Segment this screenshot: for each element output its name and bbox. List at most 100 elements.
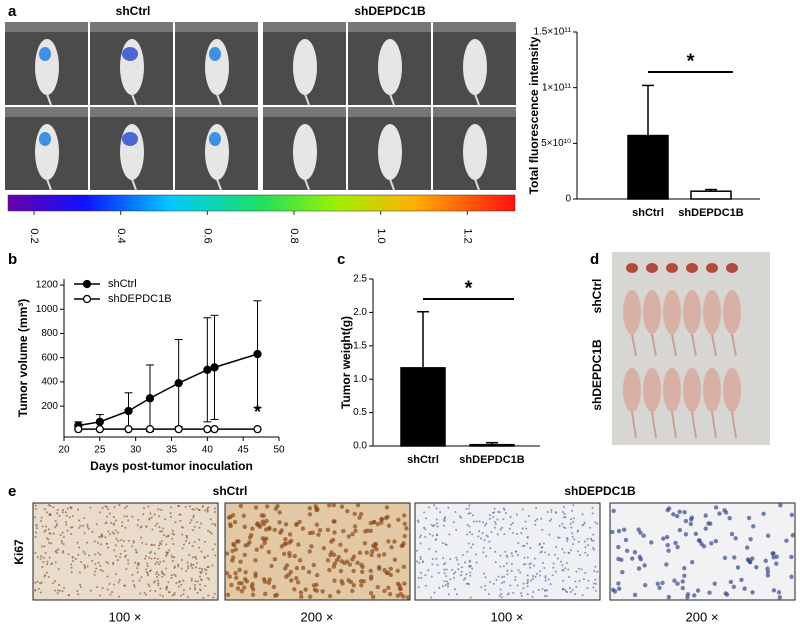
cell <box>43 530 46 533</box>
cell <box>338 542 343 547</box>
cell <box>79 583 82 586</box>
cell <box>332 519 337 524</box>
mouse <box>623 368 641 412</box>
cell <box>157 557 160 560</box>
cell <box>161 595 164 598</box>
cell <box>481 521 484 524</box>
cell <box>34 535 37 538</box>
cell <box>113 549 116 552</box>
cell <box>539 574 542 577</box>
signal <box>39 47 51 61</box>
cell <box>157 547 160 550</box>
cell <box>54 526 57 529</box>
cell <box>565 590 568 593</box>
cell <box>107 546 110 549</box>
cell <box>86 541 89 544</box>
cell <box>118 504 121 507</box>
cell <box>61 511 64 514</box>
cell <box>207 565 210 568</box>
photo-strip <box>175 22 258 32</box>
mouse <box>463 124 487 180</box>
cell <box>67 594 70 597</box>
cell <box>525 527 528 530</box>
cell <box>443 568 446 571</box>
y-tick-label: 800 <box>41 328 58 339</box>
cell <box>401 564 407 569</box>
cell <box>95 567 98 570</box>
cell <box>36 580 39 583</box>
cell <box>56 508 59 511</box>
cell <box>641 533 646 538</box>
cell <box>61 590 64 593</box>
cell <box>746 558 751 563</box>
cell <box>353 528 358 534</box>
cell <box>496 533 499 536</box>
cell <box>45 571 48 574</box>
cell <box>435 522 438 525</box>
cell <box>321 545 327 551</box>
cell <box>206 554 209 557</box>
cell <box>39 557 42 560</box>
cell <box>502 565 505 568</box>
cell <box>790 533 796 538</box>
cell <box>154 562 157 565</box>
cell <box>474 553 477 556</box>
cell <box>301 565 306 571</box>
cell <box>468 531 471 534</box>
cell <box>362 541 368 546</box>
cell <box>695 588 701 593</box>
cell <box>62 535 65 538</box>
cell <box>765 566 770 571</box>
cell <box>192 563 195 566</box>
cell <box>424 584 427 587</box>
y-tick-label: 2.5 <box>353 274 367 285</box>
cell <box>296 542 301 547</box>
cell <box>44 574 47 577</box>
cell <box>355 560 360 566</box>
cell <box>500 592 503 595</box>
cell <box>58 589 61 592</box>
cell <box>550 511 553 514</box>
cell <box>147 583 150 586</box>
cell <box>583 540 586 543</box>
cell <box>147 505 150 508</box>
cell <box>289 578 294 583</box>
y-tick-label: 1200 <box>36 280 59 291</box>
cell <box>146 562 149 565</box>
cell <box>471 567 474 570</box>
x-tick-label: shCtrl <box>632 207 664 219</box>
cell <box>231 542 237 548</box>
photo-strip <box>90 107 173 117</box>
cell <box>303 587 308 592</box>
cell <box>34 516 37 519</box>
cell <box>159 530 162 533</box>
cell <box>498 511 501 514</box>
cell <box>111 591 114 594</box>
cell <box>57 589 60 592</box>
cell <box>314 572 320 578</box>
cell <box>529 566 532 569</box>
cell <box>374 546 379 552</box>
cell <box>213 523 216 526</box>
cell <box>148 552 151 555</box>
cell <box>673 540 678 546</box>
cell <box>266 549 272 555</box>
cell <box>418 536 421 539</box>
cell <box>543 589 546 592</box>
cell <box>682 510 687 515</box>
cell <box>531 595 534 598</box>
cell <box>283 541 289 546</box>
cell <box>515 513 518 516</box>
cell <box>105 542 108 545</box>
cell <box>156 522 159 525</box>
group-label: shDEPDC1B <box>564 484 636 498</box>
cell <box>66 507 69 510</box>
cell <box>386 523 392 528</box>
cell <box>456 558 459 561</box>
significance-star: * <box>254 402 261 422</box>
cell <box>188 587 191 590</box>
cell <box>428 547 431 550</box>
cell <box>200 550 203 553</box>
cell <box>728 579 734 585</box>
